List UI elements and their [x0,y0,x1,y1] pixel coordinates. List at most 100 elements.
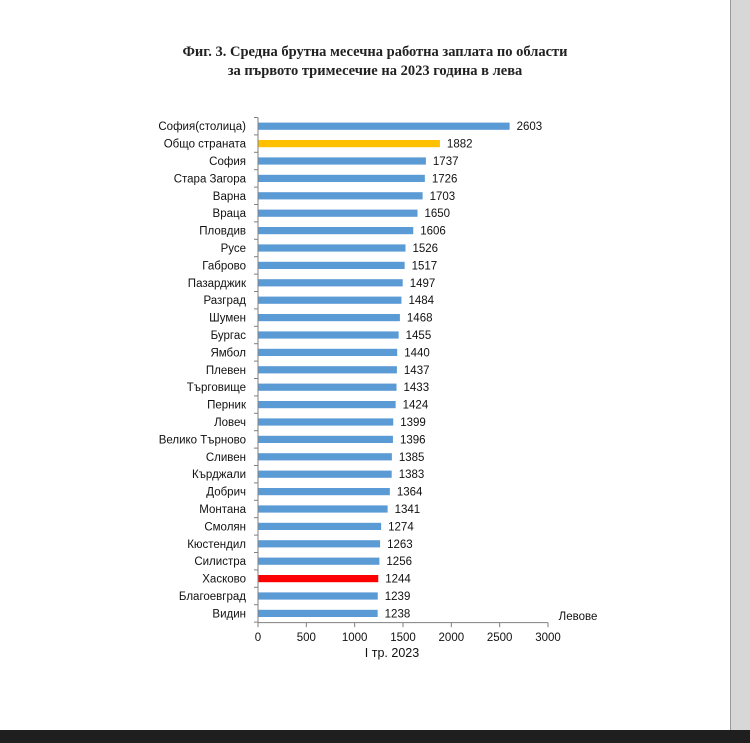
chart-subtitle: за първото тримесечие на 2023 година в л… [227,63,523,79]
bar [258,192,423,200]
bar [258,383,397,391]
x-axis-title: І тр. 2023 [365,646,419,660]
data-label: 1440 [404,347,430,359]
x-tick-label: 2000 [439,632,465,644]
data-label: 1484 [408,295,434,307]
category-label: Перник [207,400,247,412]
viewer-divider [730,0,731,730]
bar [258,261,405,269]
bar [258,435,393,443]
bar [258,209,418,217]
bar [258,557,380,565]
category-label: Пловдив [199,226,246,238]
category-label: Разград [203,295,246,307]
bar [258,470,392,478]
bar [258,140,440,148]
data-label: 1497 [410,278,436,290]
data-label: 1239 [385,591,411,603]
data-label: 1263 [387,539,413,551]
data-label: 1424 [403,400,429,412]
x-tick-label: 1500 [390,632,416,644]
data-label: 1726 [432,173,458,185]
x-tick-label: 500 [297,632,316,644]
category-label: Добрич [206,487,246,499]
x-axis-unit: Левове [559,611,598,623]
bar [258,401,396,409]
category-label: Благоевград [179,591,246,603]
data-label: 1433 [404,382,430,394]
data-label: 1703 [430,191,456,203]
bar [258,314,400,322]
category-label: Стара Загора [174,173,247,185]
data-label: 1364 [397,487,423,499]
data-label: 1238 [385,608,411,620]
bar [258,453,392,461]
category-label: Велико Търново [159,434,246,446]
x-tick-label: 3000 [535,632,561,644]
category-label: Монтана [199,504,246,516]
bar [258,122,510,130]
data-label: 1606 [420,226,446,238]
category-label: Плевен [206,365,246,377]
bar [258,157,426,165]
bar [258,540,381,548]
category-label: Пазарджик [188,278,247,290]
data-label: 1526 [413,243,439,255]
bar [258,609,378,617]
bar [258,488,390,496]
category-label: Ямбол [210,347,246,359]
x-tick-label: 2500 [487,632,513,644]
category-label: Смолян [204,521,246,533]
data-label: 1737 [433,156,459,168]
category-label: Кърджали [192,469,246,481]
data-label: 1385 [399,452,425,464]
category-label: Сливен [206,452,246,464]
bar [258,418,394,426]
viewer-bottom-bar [0,730,750,743]
data-label: 1244 [385,574,411,586]
data-label: 2603 [517,121,543,133]
data-label: 1274 [388,521,414,533]
category-label: Силистра [194,556,246,568]
bar [258,279,403,287]
data-label: 1437 [404,365,430,377]
category-label: Варна [213,191,247,203]
category-label: Видин [212,608,246,620]
bar [258,366,397,374]
data-label: 1399 [400,417,426,429]
bar [258,592,378,600]
data-label: 1341 [395,504,421,516]
data-label: 1256 [386,556,412,568]
x-tick-label: 0 [255,632,261,644]
bar [258,174,425,182]
category-label: Кюстендил [187,539,246,551]
category-label: София(столица) [158,121,246,133]
bar [258,296,402,304]
data-label: 1468 [407,313,433,325]
category-label: Враца [213,208,247,220]
bar [258,575,379,583]
category-label: Габрово [202,260,246,272]
category-label: Русе [221,243,246,255]
category-label: Бургас [211,330,247,342]
viewer-right-edge [730,0,750,743]
data-label: 1455 [406,330,432,342]
bar [258,331,399,339]
chart-title: Фиг. 3. Средна брутна месечна работна за… [182,44,568,60]
category-label: Търговище [187,382,246,394]
category-label: Шумен [209,313,246,325]
data-label: 1383 [399,469,425,481]
x-tick-label: 1000 [342,632,368,644]
bar [258,348,398,356]
bar [258,244,406,252]
data-label: 1650 [425,208,451,220]
category-label: Хасково [202,574,246,586]
bar [258,227,414,235]
category-label: София [209,156,246,168]
data-label: 1396 [400,434,426,446]
data-label: 1882 [447,139,473,151]
bar [258,522,382,530]
category-label: Ловеч [214,417,246,429]
category-label: Общо страната [164,139,247,151]
